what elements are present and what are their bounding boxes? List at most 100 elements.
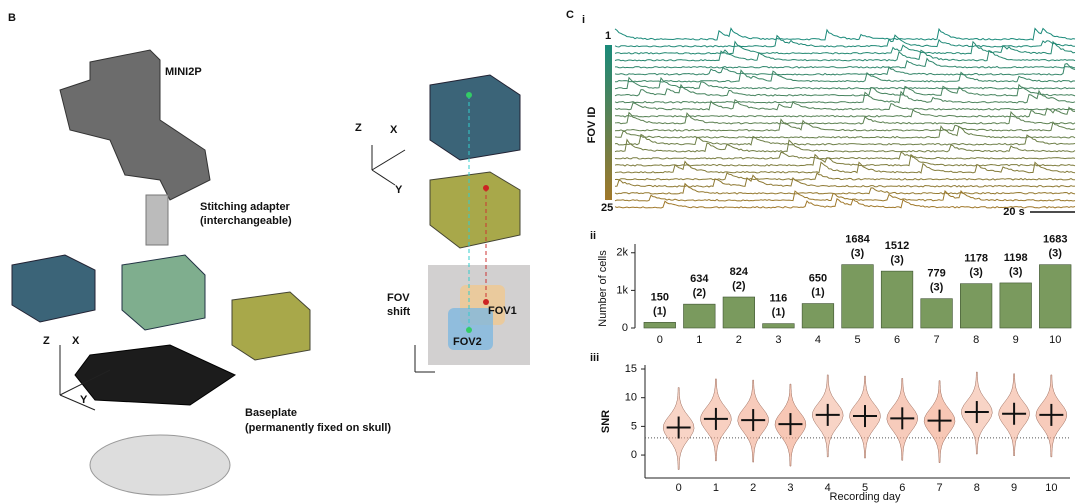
trace xyxy=(615,126,1075,138)
trace xyxy=(615,78,1075,89)
session-label: (2) xyxy=(693,287,707,299)
session-label: (1) xyxy=(811,286,825,298)
value-label: 1512 xyxy=(885,240,909,252)
x-tick-label: 9 xyxy=(1011,482,1017,494)
trace xyxy=(615,64,1075,75)
bar xyxy=(684,304,716,328)
x-tick-label: 7 xyxy=(936,482,942,494)
bar xyxy=(921,299,953,328)
x-tick-label: 8 xyxy=(974,482,980,494)
value-label: 1683 xyxy=(1043,234,1067,246)
label: (permanently fixed on skull) xyxy=(245,422,391,434)
value-label: 650 xyxy=(809,272,827,284)
value-label: 824 xyxy=(730,266,749,278)
trace xyxy=(615,70,1075,82)
trace xyxy=(615,184,1075,194)
x-tick-label: 0 xyxy=(657,334,663,346)
trace xyxy=(615,91,1075,103)
session-label: (2) xyxy=(732,280,746,292)
trace xyxy=(615,152,1075,159)
session-label: (3) xyxy=(930,282,944,294)
axis-glyph-label: Z xyxy=(43,335,50,347)
bar xyxy=(802,304,834,328)
label: Stitching adapter xyxy=(200,201,291,213)
trace xyxy=(615,112,1075,124)
trace xyxy=(615,42,1075,54)
bar xyxy=(1000,283,1032,328)
session-label: (1) xyxy=(772,307,786,319)
axis-label: Number of cells xyxy=(597,250,609,327)
label: Baseplate xyxy=(245,407,297,419)
trace xyxy=(615,175,1075,187)
value-label: 1684 xyxy=(845,234,870,246)
session-label: (3) xyxy=(1049,248,1063,260)
y-tick-label: 10 xyxy=(625,392,637,404)
sub-label: i xyxy=(582,14,585,26)
x-tick-label: 5 xyxy=(862,482,868,494)
label: MINI2P xyxy=(165,66,202,78)
axis-label: FOV ID xyxy=(586,107,598,144)
x-tick-label: 1 xyxy=(696,334,702,346)
x-tick-label: 10 xyxy=(1049,334,1061,346)
x-tick-label: 2 xyxy=(750,482,756,494)
bar xyxy=(1039,265,1071,328)
x-tick-label: 7 xyxy=(934,334,940,346)
label: 1 xyxy=(605,30,611,42)
session-label: (3) xyxy=(1009,266,1023,278)
x-tick-label: 3 xyxy=(775,334,781,346)
trace xyxy=(615,35,1075,47)
y-tick-label: 5 xyxy=(631,420,637,432)
axis-glyph-label: Y xyxy=(395,184,403,196)
label: (interchangeable) xyxy=(200,215,292,227)
trace xyxy=(615,173,1075,180)
colorbar xyxy=(605,45,612,200)
axis-glyph-label: Y xyxy=(80,394,88,406)
sub-label: iii xyxy=(590,352,599,364)
label: shift xyxy=(387,306,411,318)
x-tick-label: 4 xyxy=(825,482,831,494)
value-label: 1178 xyxy=(964,253,988,265)
trace xyxy=(615,140,1075,152)
value-label: 1198 xyxy=(1004,252,1028,264)
trace xyxy=(615,191,1075,201)
label: FOV2 xyxy=(453,336,482,348)
figure: B MINI2P Stitching adapter (interchangea… xyxy=(0,0,1080,504)
x-tick-label: 10 xyxy=(1045,482,1057,494)
y-tick-label: 0 xyxy=(631,449,637,461)
bar xyxy=(881,271,913,328)
trace xyxy=(615,119,1075,131)
value-label: 150 xyxy=(651,291,669,303)
y-tick-label: 2k xyxy=(616,247,628,259)
x-tick-label: 6 xyxy=(894,334,900,346)
sub-label: ii xyxy=(590,230,596,242)
x-tick-label: 9 xyxy=(1013,334,1019,346)
y-tick-label: 15 xyxy=(625,363,637,375)
bar xyxy=(960,284,992,328)
x-tick-label: 3 xyxy=(787,482,793,494)
value-label: 779 xyxy=(927,268,945,280)
axis-glyph-label: Z xyxy=(355,122,362,134)
trace xyxy=(615,135,1075,146)
bar xyxy=(842,265,874,328)
axis-glyph-label: X xyxy=(390,124,398,136)
label: FOV xyxy=(387,292,410,304)
bar xyxy=(723,297,755,328)
axis-glyph-label: X xyxy=(72,335,80,347)
panel-label: B xyxy=(8,12,16,24)
label: FOV1 xyxy=(488,305,517,317)
panel-label: C xyxy=(566,9,574,21)
label: 25 xyxy=(601,202,613,214)
session-label: (3) xyxy=(851,248,865,260)
session-label: (3) xyxy=(969,267,983,279)
session-label: (3) xyxy=(890,254,904,266)
bar xyxy=(763,324,795,328)
session-label: (1) xyxy=(653,305,667,317)
trace xyxy=(615,28,1075,40)
x-tick-label: 1 xyxy=(713,482,719,494)
bar xyxy=(644,322,676,328)
x-tick-label: 5 xyxy=(854,334,860,346)
x-tick-label: 0 xyxy=(676,482,682,494)
trace xyxy=(615,85,1075,96)
trace xyxy=(615,162,1075,174)
x-tick-label: 2 xyxy=(736,334,742,346)
